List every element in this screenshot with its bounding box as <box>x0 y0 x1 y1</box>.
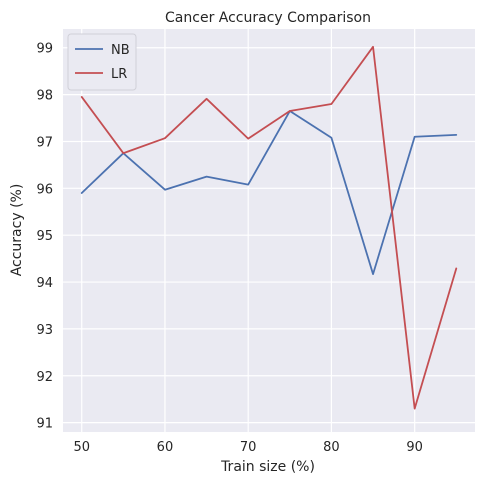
y-tick-label: 99 <box>36 42 53 57</box>
x-tick-label: 70 <box>240 440 257 455</box>
plot-area <box>63 29 475 432</box>
y-tick-label: 93 <box>36 323 53 338</box>
x-axis-label: Train size (%) <box>220 459 315 475</box>
x-tick-label: 90 <box>406 440 423 455</box>
y-tick-label: 95 <box>36 229 53 244</box>
series-line-nb <box>80 110 458 275</box>
x-tick-label: 80 <box>323 440 340 455</box>
y-tick-label: 97 <box>36 135 53 150</box>
legend-label-lr: LR <box>111 67 127 82</box>
y-tick-label: 94 <box>36 276 53 291</box>
x-tick-label: 60 <box>157 440 174 455</box>
chart-title: Cancer Accuracy Comparison <box>165 10 371 26</box>
x-axis-ticks: 50 60 70 80 90 <box>73 440 422 455</box>
y-axis-ticks: 91 92 93 94 95 96 97 98 99 <box>36 42 53 432</box>
series-line-lr <box>80 45 458 410</box>
y-tick-label: 98 <box>36 89 53 104</box>
x-tick-label: 50 <box>73 440 90 455</box>
legend: NB LR <box>67 33 137 91</box>
series-lines <box>80 45 458 410</box>
y-axis-label: Accuracy (%) <box>9 184 25 277</box>
grid <box>63 29 475 432</box>
y-tick-label: 91 <box>36 417 53 432</box>
legend-box <box>67 33 137 91</box>
legend-label-nb: NB <box>111 43 130 58</box>
y-tick-label: 96 <box>36 182 53 197</box>
y-tick-label: 92 <box>36 370 53 385</box>
